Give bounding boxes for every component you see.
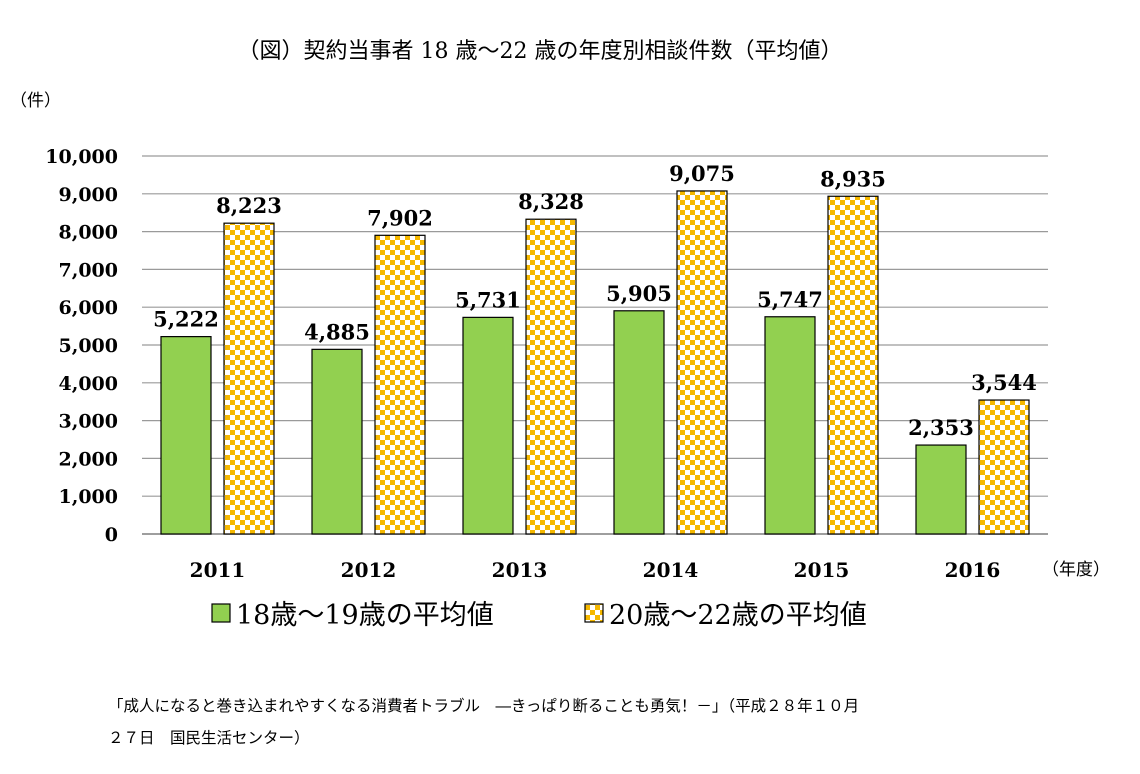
- legend: 18歳～19歳の平均値 20歳～22歳の平均値: [211, 600, 867, 631]
- data-label: 8,223: [216, 193, 282, 218]
- y-tick-label: 5,000: [59, 335, 119, 357]
- data-label: 8,328: [518, 189, 584, 214]
- bar-age-18-19-2012: [311, 348, 363, 535]
- x-tick-label: 2013: [492, 558, 548, 582]
- data-label: 8,935: [820, 166, 886, 191]
- x-axis-unit-label: （年度）: [1042, 560, 1110, 580]
- x-tick-label: 2012: [341, 558, 397, 582]
- y-axis-ticks: 0 1,000 2,000 3,000 4,000 5,000 6,000 7,000 8,00…: [45, 146, 118, 546]
- x-tick-label: 2016: [945, 558, 1001, 582]
- bar-age-20-22-2011: [223, 222, 275, 535]
- data-label: 4,885: [304, 319, 370, 344]
- data-label: 9,075: [669, 161, 735, 186]
- bar-age-20-22-2015: [827, 195, 879, 535]
- bar-age-20-22-2016: [978, 399, 1030, 535]
- data-label: 3,544: [971, 370, 1037, 395]
- legend-swatch: [584, 603, 604, 623]
- y-axis-unit-label: （件）: [10, 91, 61, 111]
- data-label: 7,902: [367, 205, 433, 230]
- bar-age-18-19-2016: [915, 444, 967, 535]
- y-tick-label: 10,000: [45, 146, 118, 168]
- bar-age-18-19-2013: [462, 316, 514, 535]
- source-line-1: 「成人になると巻き込まれやすくなる消費者トラブル ―きっぱり断ることも勇気！－」…: [108, 697, 860, 715]
- y-tick-label: 8,000: [59, 222, 119, 244]
- bar-age-18-19-2015: [764, 316, 816, 535]
- gridlines: [142, 155, 1048, 535]
- y-tick-label: 1,000: [59, 486, 119, 508]
- x-axis-ticks: 2011 2012 2013 2014 2015 2016: [190, 558, 1001, 582]
- legend-label: 18歳～19歳の平均値: [236, 600, 494, 631]
- bars: [160, 190, 1030, 535]
- x-tick-label: 2015: [794, 558, 850, 582]
- bar-age-18-19-2011: [160, 336, 212, 535]
- bar-age-20-22-2013: [525, 218, 577, 535]
- data-labels: 5,222 8,223 4,885 7,902 5,731 8,328 5,905 9,075…: [153, 161, 1037, 440]
- x-tick-label: 2011: [190, 558, 246, 582]
- y-tick-label: 6,000: [59, 297, 119, 319]
- y-tick-label: 3,000: [59, 411, 119, 433]
- bar-age-18-19-2014: [613, 310, 665, 535]
- y-tick-label: 0: [105, 524, 118, 546]
- chart-title: （図）契約当事者 18 歳～22 歳の年度別相談件数（平均値）: [238, 39, 843, 64]
- bar-age-20-22-2012: [374, 234, 426, 535]
- y-tick-label: 7,000: [59, 259, 119, 281]
- legend-swatch: [211, 603, 231, 623]
- y-tick-label: 9,000: [59, 184, 119, 206]
- data-label: 5,731: [455, 287, 521, 312]
- data-label: 5,905: [606, 281, 672, 306]
- data-label: 2,353: [908, 415, 974, 440]
- data-label: 5,747: [757, 287, 823, 312]
- bar-chart: （図）契約当事者 18 歳～22 歳の年度別相談件数（平均値） （件） 0 1,0…: [10, 39, 1110, 631]
- source-citation: 「成人になると巻き込まれやすくなる消費者トラブル ―きっぱり断ることも勇気！－」…: [108, 690, 1068, 754]
- source-line-2: ２７日 国民生活センター）: [108, 729, 310, 747]
- y-tick-label: 2,000: [59, 448, 119, 470]
- bar-age-20-22-2014: [676, 190, 728, 535]
- y-tick-label: 4,000: [59, 373, 119, 395]
- x-tick-label: 2014: [643, 558, 699, 582]
- legend-label: 20歳～22歳の平均値: [609, 600, 867, 631]
- data-label: 5,222: [153, 307, 219, 332]
